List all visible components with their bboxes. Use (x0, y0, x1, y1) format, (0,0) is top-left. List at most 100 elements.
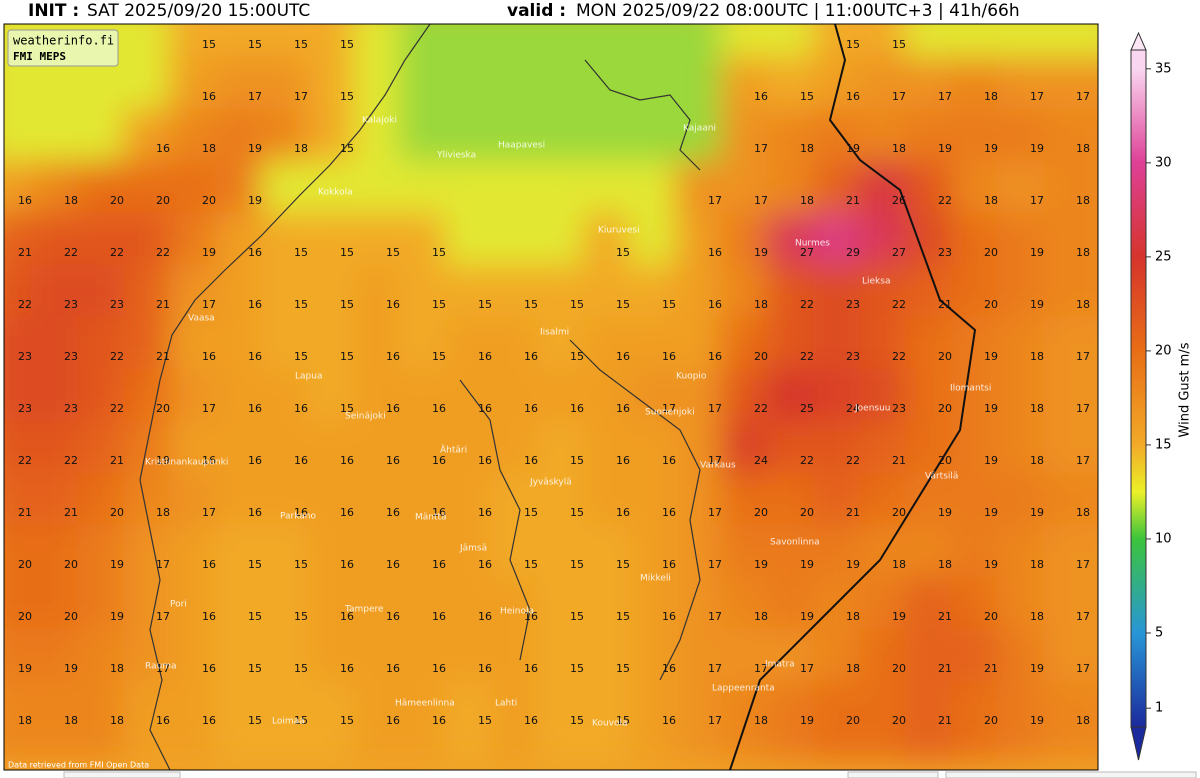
city-labels: Kalajoki Ylivieska Haapavesi Kajaani Kokkola… (145, 116, 991, 729)
gust-value: 15 (294, 662, 308, 675)
gust-value: 15 (616, 714, 630, 727)
gust-value: 25 (800, 402, 814, 415)
city-label: Lieksa (862, 277, 890, 287)
gust-value: 16 (202, 90, 216, 103)
gust-value: 18 (800, 194, 814, 207)
gust-value: 19 (754, 246, 768, 259)
gust-value: 15 (432, 246, 446, 259)
gust-value: 20 (984, 298, 998, 311)
city-label: Jyväskylä (529, 478, 572, 488)
gust-value: 16 (156, 714, 170, 727)
gust-value: 15 (616, 298, 630, 311)
city-label: Kuopio (676, 372, 707, 382)
gust-value: 16 (386, 610, 400, 623)
colorbar-tick-label: 1 (1155, 701, 1163, 716)
gust-value: 17 (708, 610, 722, 623)
gust-value: 17 (938, 90, 952, 103)
gust-value: 15 (524, 506, 538, 519)
city-label: Joensuu (854, 404, 891, 414)
gust-value: 20 (64, 558, 78, 571)
gust-value: 19 (156, 454, 170, 467)
gust-value: 17 (202, 298, 216, 311)
gust-value: 16 (616, 402, 630, 415)
gust-value: 16 (524, 714, 538, 727)
gust-value: 16 (202, 558, 216, 571)
gust-value: 15 (570, 454, 584, 467)
gust-value: 18 (1076, 142, 1090, 155)
gust-value: 17 (662, 402, 676, 415)
gust-value: 20 (110, 506, 124, 519)
gust-value: 17 (708, 714, 722, 727)
gust-value: 20 (938, 350, 952, 363)
gust-value: 15 (478, 298, 492, 311)
gust-labels: 15 15 15 15 15 15 16 17 17 15 16 15 16 17 17 18 17 17 16 18… (18, 38, 1090, 727)
city-label: Nurmes (795, 239, 830, 249)
gust-value: 17 (1076, 610, 1090, 623)
footer-tab (847, 771, 939, 778)
gust-value: 16 (478, 350, 492, 363)
gust-value: 17 (892, 90, 906, 103)
gust-value: 17 (754, 142, 768, 155)
gust-value: 18 (846, 610, 860, 623)
gust-value: 21 (846, 506, 860, 519)
gust-value: 20 (64, 610, 78, 623)
gust-value: 19 (248, 194, 262, 207)
gust-value: 22 (64, 246, 78, 259)
gust-value: 16 (662, 454, 676, 467)
gust-value: 15 (570, 558, 584, 571)
gust-value: 22 (110, 246, 124, 259)
gust-value: 17 (294, 90, 308, 103)
gust-value: 19 (1030, 246, 1044, 259)
gust-value: 16 (386, 402, 400, 415)
gust-value: 16 (662, 714, 676, 727)
gust-value: 15 (616, 662, 630, 675)
logo-box (7, 29, 119, 67)
gust-value: 18 (202, 142, 216, 155)
gust-value: 17 (1076, 350, 1090, 363)
gust-value: 17 (1076, 662, 1090, 675)
gust-value: 16 (616, 506, 630, 519)
gust-value: 16 (662, 558, 676, 571)
gust-value: 15 (248, 662, 262, 675)
gust-value: 15 (340, 714, 354, 727)
gust-value: 16 (294, 506, 308, 519)
map-frame (3, 23, 1099, 771)
gust-value: 16 (248, 350, 262, 363)
gust-value: 18 (984, 90, 998, 103)
gust-value: 15 (294, 350, 308, 363)
gust-value: 20 (984, 714, 998, 727)
gust-value: 21 (18, 506, 32, 519)
gust-value: 18 (754, 610, 768, 623)
gust-value: 16 (524, 350, 538, 363)
gust-value: 18 (1030, 610, 1044, 623)
gust-value: 18 (1030, 402, 1044, 415)
gust-value: 16 (386, 350, 400, 363)
city-label: Parkano (280, 512, 317, 522)
colorbar-top (1130, 31, 1147, 51)
gust-value: 17 (156, 662, 170, 675)
city-label: Pori (170, 600, 187, 610)
gust-value: 18 (1076, 194, 1090, 207)
gust-value: 18 (1076, 714, 1090, 727)
gust-value: 16 (386, 662, 400, 675)
gust-value: 18 (1030, 558, 1044, 571)
gust-value: 16 (846, 90, 860, 103)
gust-value: 22 (156, 246, 170, 259)
gust-value: 23 (846, 350, 860, 363)
gust-value: 16 (340, 454, 354, 467)
gust-value: 17 (248, 90, 262, 103)
valid-time: MON 2025/09/22 08:00UTC | 11:00UTC+3 | 4… (576, 1, 1020, 21)
gust-value: 20 (754, 350, 768, 363)
gust-value: 18 (18, 714, 32, 727)
gust-value: 17 (156, 610, 170, 623)
gust-value: 15 (340, 142, 354, 155)
gust-value: 16 (478, 662, 492, 675)
gust-value: 16 (202, 662, 216, 675)
colorbar-tick-label: 35 (1155, 61, 1172, 76)
gust-value: 17 (1076, 90, 1090, 103)
gust-value: 16 (294, 454, 308, 467)
gust-value: 16 (18, 194, 32, 207)
gust-value: 20 (18, 558, 32, 571)
valid-label: valid : (507, 1, 566, 21)
gust-value: 21 (64, 506, 78, 519)
